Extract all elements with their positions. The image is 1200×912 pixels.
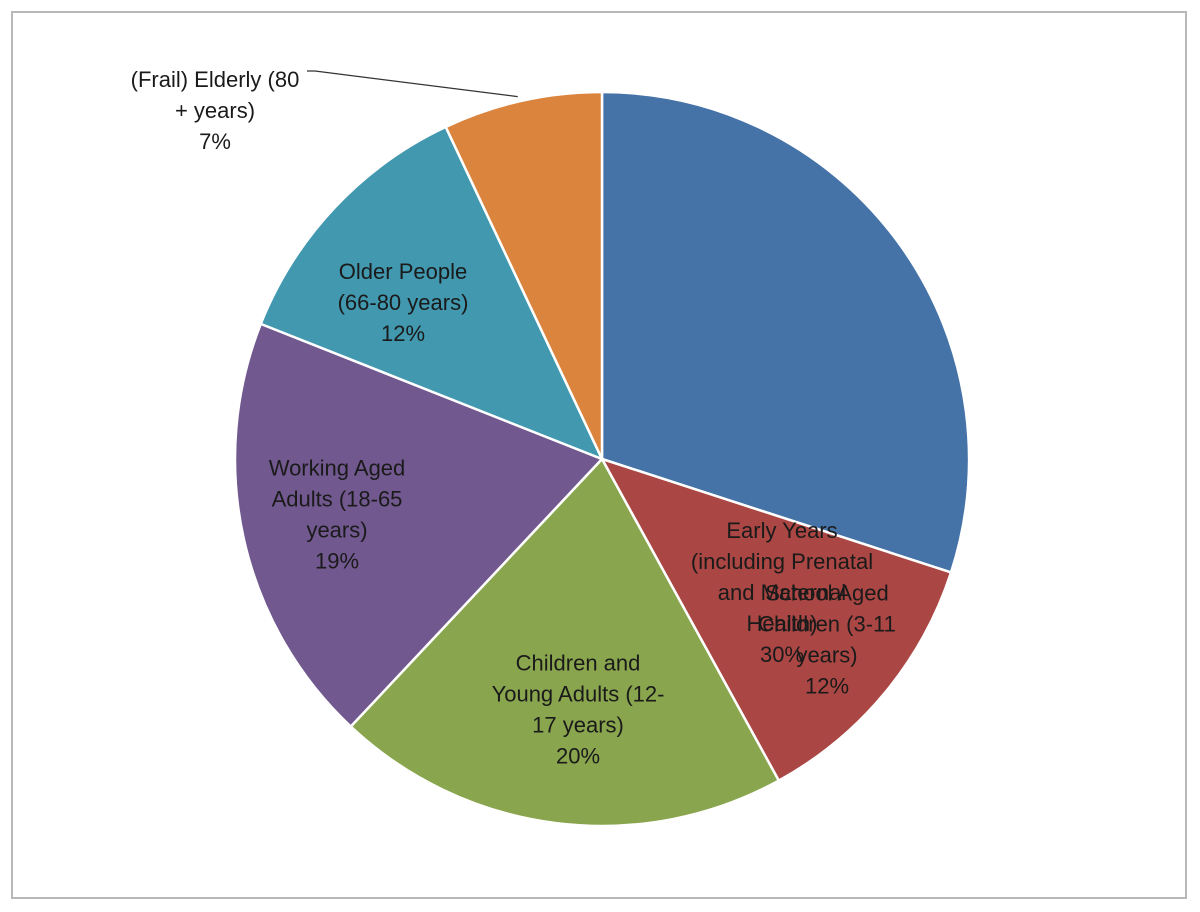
slice-name-line: and Maternal [718, 580, 846, 605]
slice-label: (Frail) Elderly (80 + years) 7% [131, 67, 300, 154]
slice-label: Children and Young Adults (12- 17 years) 20… [492, 651, 665, 769]
slice-name-line: Young Adults (12- [492, 682, 665, 707]
pie-slice [600, 90, 971, 574]
slice-label: Older People (66-80 years) 12% [338, 259, 469, 346]
chart-area: Early Years (including Prenatal and Matern… [11, 11, 1187, 899]
slice-name-line: Adults (18-65 [272, 487, 403, 512]
slice-percent-label: 19% [315, 549, 359, 574]
slice-labels: Early Years (including Prenatal and Matern… [131, 67, 896, 769]
slice-name-line: (Frail) Elderly (80 [131, 67, 300, 92]
slice-percent-label: 7% [199, 129, 231, 154]
slice-name-line: Health) [747, 611, 818, 636]
slice-name-line: (66-80 years) [338, 290, 469, 315]
slice-name-line: Working Aged [269, 456, 406, 481]
slice-percent-label: 30% [760, 642, 804, 667]
slice-name-line: + years) [175, 98, 255, 123]
slice-percent-label: 12% [805, 674, 849, 699]
slice-name-line: years) [306, 518, 367, 543]
slice-name-line: Older People [339, 259, 467, 284]
slice-label: School Aged Children (3-11 years) 12% [758, 581, 896, 699]
slice-name-line: Children (3-11 [758, 612, 896, 637]
slice-name-line: years) [796, 643, 857, 668]
leader-lines [307, 70, 518, 98]
slice-percent-label: 20% [556, 744, 600, 769]
slice-name-line: School Aged [765, 581, 889, 606]
leader-line [307, 70, 518, 98]
pie-slice [259, 125, 604, 461]
slice-name-line: (including Prenatal [691, 549, 873, 574]
pie-slice [349, 457, 781, 828]
pie-slices [233, 90, 971, 828]
slice-percent-label: 12% [381, 321, 425, 346]
slice-name-line: 17 years) [532, 713, 624, 738]
pie-slice [600, 457, 953, 782]
slice-name-line: Children and [516, 651, 641, 676]
slice-name-line: Early Years [726, 518, 837, 543]
pie-chart: Early Years (including Prenatal and Matern… [131, 67, 971, 828]
pie-slice [444, 90, 604, 461]
pie-slice [233, 322, 604, 728]
slice-label: Working Aged Adults (18-65 years) 19% [269, 456, 406, 574]
slice-label: Early Years (including Prenatal and Matern… [691, 518, 873, 667]
